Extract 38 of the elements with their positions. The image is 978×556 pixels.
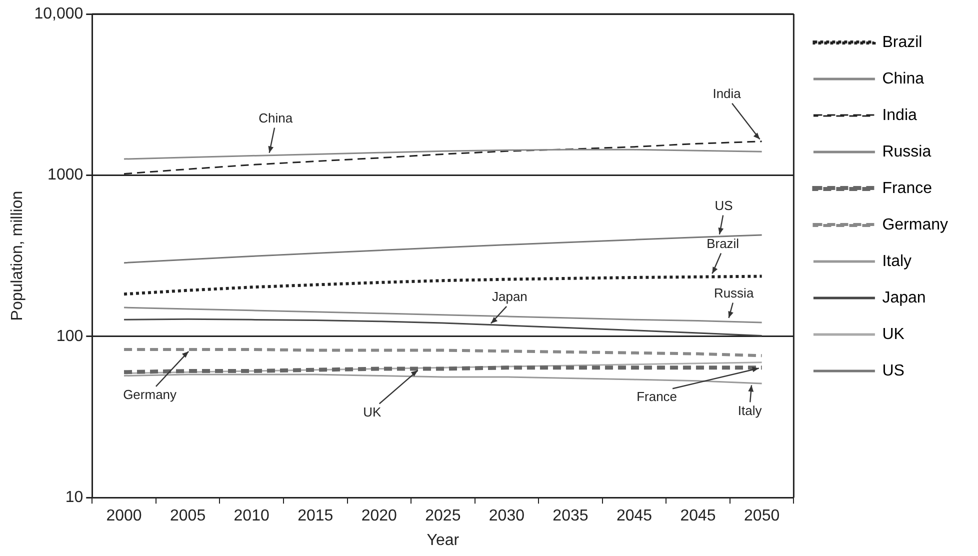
legend-label: India [882, 106, 917, 124]
x-tick-label: 2000 [106, 508, 142, 525]
x-tick-label: 2050 [744, 508, 780, 525]
legend-label: Japan [882, 289, 926, 306]
annotation: France [636, 389, 678, 404]
legend-label: UK [882, 326, 905, 343]
y-tick-label: 10 [65, 489, 84, 506]
annotation: Russia [714, 285, 754, 300]
y-tick-label: 1000 [48, 166, 84, 184]
y-tick-label: 10,000 [34, 5, 84, 22]
x-tick-label: 2015 [298, 508, 334, 525]
x-axis-title: Year [426, 532, 460, 549]
legend-label: France [882, 180, 932, 197]
annotation: UK [363, 404, 382, 420]
legend-label: Brazil [882, 34, 922, 51]
annotation: China [258, 110, 294, 126]
legend-label: US [882, 362, 904, 380]
line-series [122, 348, 764, 358]
annotation: Brazil [706, 236, 740, 251]
x-tick-label: 2020 [361, 508, 398, 525]
legend-label: Italy [882, 252, 912, 270]
x-tick-label: 2045 [680, 508, 716, 525]
annotation: India [712, 86, 742, 102]
x-tick-label: 2010 [234, 508, 270, 525]
x-tick-label: 2005 [170, 508, 206, 525]
legend-label: Russia [882, 143, 932, 160]
legend-label: China [882, 70, 924, 88]
annotation: Italy [738, 402, 762, 418]
annotation: US [714, 198, 734, 213]
annotation: Japan [492, 288, 528, 304]
annotation: Germany [123, 387, 178, 402]
y-axis-title: Population, million [9, 190, 26, 321]
x-tick-label: 2035 [552, 508, 588, 525]
legend-label: Germany [882, 216, 948, 234]
x-tick-label: 2030 [488, 508, 525, 525]
x-tick-label: 2025 [425, 508, 461, 525]
y-tick-label: 100 [56, 328, 84, 345]
x-tick-label: 2045 [616, 508, 652, 525]
